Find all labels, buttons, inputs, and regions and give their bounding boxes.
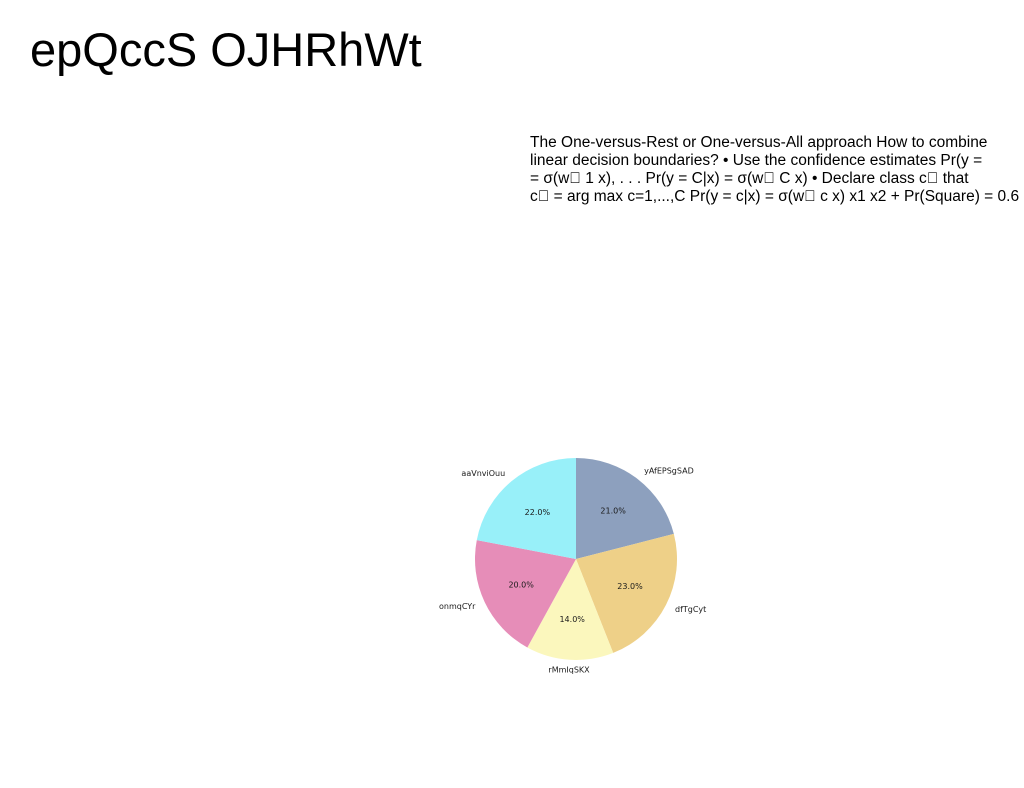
body-line: = σ(w  1 x), . . . Pr(y = C|x) = σ(w  C … (530, 170, 969, 187)
pie-slice-rMmIqSKX (527, 559, 614, 660)
body-line: linear decision boundaries? • Use the co… (530, 152, 983, 169)
pie-pct-label: 21.0% (600, 507, 626, 516)
pie-pct-label: 23.0% (617, 582, 643, 591)
pie-category-label: dfTgCyt (675, 605, 706, 614)
body-line: The One-versus-Rest or One-versus-All ap… (530, 134, 988, 151)
pie-pct-label: 22.0% (525, 508, 551, 517)
slide-body-text: The One-versus-Rest or One-versus-All ap… (530, 134, 1022, 206)
pie-category-label: onmqCYr (439, 602, 476, 611)
pie-category-label: yAfEPSgSAD (644, 467, 694, 476)
pie-category-label: aaVnviOuu (461, 469, 505, 478)
pie-slice-aaVnviOuu (476, 458, 576, 559)
pie-pct-label: 20.0% (508, 580, 534, 589)
pie-slice-onmqCYr (475, 540, 576, 648)
body-line: c  = arg max c=1,...,C Pr(y = c|x) = σ(w… (530, 188, 1020, 205)
pie-category-label: rMmIqSKX (548, 665, 590, 674)
pie-slice-yAfEPSgSAD (576, 458, 674, 559)
slide-title: epQccS OJHRhWt (30, 23, 422, 76)
pie-pct-label: 14.0% (559, 615, 585, 624)
pie-chart-svg: 21.0% yAfEPSgSAD 23.0% dfTgCyt 14.0% rMmIqSKX… (439, 458, 706, 674)
pie-slice-dfTgCyt (576, 533, 677, 653)
pie-chart: 21.0% yAfEPSgSAD 23.0% dfTgCyt 14.0% rMmIqSKX… (410, 440, 750, 690)
